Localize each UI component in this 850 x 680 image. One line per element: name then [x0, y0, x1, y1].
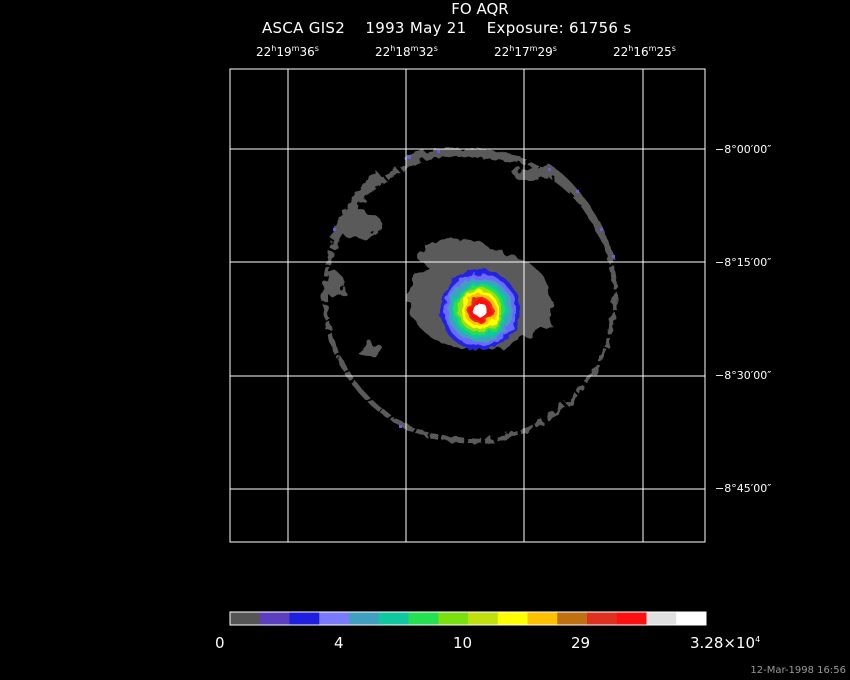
dec-tick-label: −8°45′00″ — [715, 482, 772, 495]
colorbar — [229, 611, 707, 626]
dec-tick-label: −8°15′00″ — [715, 256, 772, 269]
point-source — [440, 270, 520, 350]
instrument-label: ASCA GIS2 — [262, 19, 346, 37]
colorbar-label-max: 3.28×104 — [690, 634, 761, 652]
colorbar-swatch — [230, 612, 261, 625]
colorbar-swatch — [378, 612, 409, 625]
image-subtitle: ASCA GIS2 1993 May 21 Exposure: 61756 s — [262, 19, 631, 37]
colorbar-swatch — [497, 612, 528, 625]
ring-specks — [333, 150, 615, 428]
colorbar-label: 4 — [334, 634, 344, 652]
dec-tick-label: −8°30′00″ — [715, 369, 772, 382]
colorbar-swatch — [587, 612, 618, 625]
colorbar-swatch — [527, 612, 558, 625]
colorbar-swatch — [438, 612, 469, 625]
colorbar-swatch — [408, 612, 439, 625]
colorbar-swatch — [676, 612, 707, 625]
exposure-label: Exposure: 61756 s — [486, 19, 632, 37]
colorbar-label: 10 — [453, 634, 473, 652]
colorbar-border — [229, 611, 707, 626]
colorbar-swatch — [557, 612, 588, 625]
colorbar-label: 29 — [571, 634, 591, 652]
observation-date: 1993 May 21 — [365, 19, 467, 37]
colorbar-swatch — [319, 612, 350, 625]
colorbar-swatch — [468, 612, 499, 625]
coordinate-grid — [229, 68, 706, 543]
colorbar-swatch — [646, 612, 677, 625]
colorbar-swatch — [259, 612, 290, 625]
ra-tick-label: 22h19m36s — [256, 44, 319, 59]
colorbar-swatch — [349, 612, 380, 625]
colorbar-label: 0 — [215, 634, 225, 652]
dec-tick-label: −8°00′00″ — [715, 143, 772, 156]
ra-tick-label: 22h18m32s — [375, 44, 438, 59]
ra-tick-label: 22h17m29s — [494, 44, 557, 59]
ra-tick-label: 22h16m25s — [613, 44, 676, 59]
colorbar-swatch — [616, 612, 647, 625]
detector-ring — [322, 148, 618, 444]
image-title: FO AQR — [451, 0, 509, 18]
timestamp: 12-Mar-1998 16:56 — [750, 665, 846, 676]
colorbar-swatch — [289, 612, 320, 625]
